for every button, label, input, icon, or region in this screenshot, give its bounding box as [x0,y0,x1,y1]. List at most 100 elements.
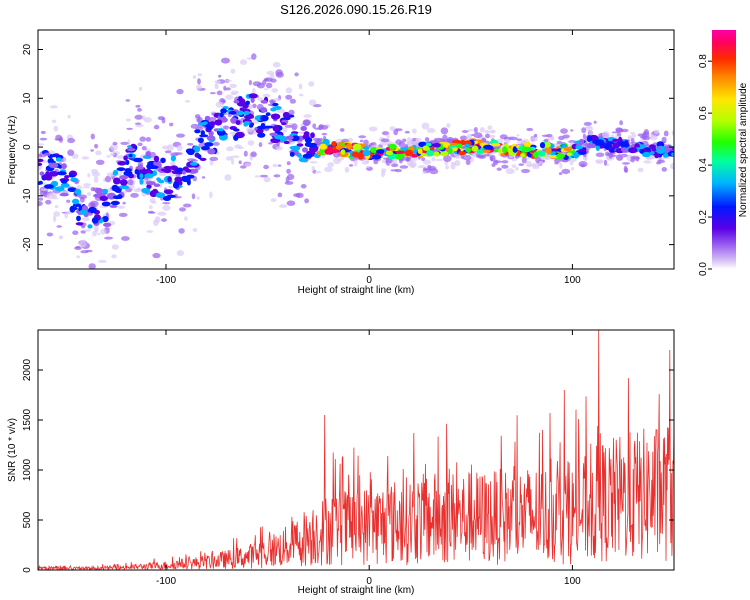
spectrogram-blob [67,137,76,144]
spectrogram-blob [421,122,430,130]
y-tick-label: 10 [22,92,33,104]
spectrogram-blob [173,181,180,189]
spectrogram-blob [179,207,186,212]
spectrogram-blob [76,185,82,190]
spectrogram-blob [319,143,327,150]
x-tick-label: 100 [564,576,581,587]
spectrogram-blob [90,149,94,152]
snr-panel: -100 0 100 0 500 1000 1500 2000 Height of stra… [7,329,675,596]
spectrogram-blob [605,151,610,157]
spectrogram-blob [281,122,287,126]
spectrogram-blob [86,192,92,196]
spectrogram-blob [152,252,161,259]
spectrogram-blob [411,153,419,158]
spectrogram-blob [511,164,517,168]
spectrogram-blob [230,68,236,74]
spectrogram-blob [88,263,96,269]
spectrogram-blob [244,162,252,167]
spectrogram-blob [309,161,318,164]
spectrogram-blob [376,149,385,154]
spectrogram-blob [119,185,130,190]
spectrogram-blob [255,128,264,134]
spectrogram-blob [149,205,153,210]
spectrogram-blob [580,163,586,168]
spectrogram-blob [240,165,247,169]
spectrogram-blob [298,83,303,90]
spectrogram-blob [275,146,284,151]
spectrogram-blob [243,110,250,116]
spectrogram-blob [153,124,160,130]
spectrogram-blob [581,127,587,134]
spectrogram-blob [67,114,71,119]
y-tick-label: 2000 [22,358,33,381]
spectrogram-blob [310,132,315,139]
spectrogram-blob [289,146,298,150]
spectrogram-blob [385,150,393,156]
spectrogram-blob [207,148,216,155]
spectrogram-blob [389,126,396,131]
spectrogram-blob [603,159,608,166]
spectrogram-blob [60,179,68,184]
spectrogram-blob [422,145,430,151]
spectrogram-blob [199,134,209,138]
spectrogram-blob [170,160,176,167]
spectrogram-blob [272,102,279,107]
spectrogram-blob [59,192,69,197]
spectrogram-blob [638,144,647,149]
spectrogram-blob [146,181,156,186]
spectrogram-blob [263,88,269,91]
spectrogram-blob [113,177,121,185]
spectrogram-blob [214,82,219,90]
spectrogram-blob [424,137,430,142]
spectrogram-blob [223,125,230,130]
spectrogram-blob [533,133,538,138]
spectrogram-blob [104,236,113,240]
spectrogram-blob [80,250,89,254]
spectrogram-blob [324,148,332,155]
spectrogram-blob [569,158,574,166]
spectrogram-blob [388,143,397,150]
spectrogram-blob [277,192,283,198]
spectrogram-y-ticks: -20 -10 0 10 20 [22,44,674,252]
spectrogram-blob [452,147,458,152]
snr-x-ticks: -100 0 100 [156,330,581,587]
spectrogram-blob [321,132,327,136]
spectrogram-blob [536,150,546,157]
spectrogram-blob [48,162,59,169]
spectrogram-blob [284,124,293,128]
spectrogram-blob [50,105,58,109]
spectrogram-blob [216,90,223,96]
spectrogram-blob [271,113,281,120]
spectrogram-blob [72,230,79,235]
spectrogram-blob [243,150,248,157]
spectrogram-blob [146,230,154,233]
y-tick-label: 0 [22,567,33,573]
spectrogram-blob [141,187,151,194]
spectrogram-blob [38,158,44,163]
spectrogram-blob [233,99,240,104]
spectrogram-blob [221,57,230,64]
spectrogram-blob [260,99,268,104]
spectrogram-blob [333,157,341,165]
spectrogram-blob [521,146,532,151]
spectrogram-blob [296,140,303,143]
spectrogram-blob [130,192,139,198]
spectrogram-blob [167,176,172,183]
spectrogram-blob [116,167,126,172]
spectrogram-blob [100,228,107,235]
spectrogram-blob [237,110,244,116]
spectrogram-blob [303,114,312,118]
spectrogram-blob [597,141,603,146]
spectrogram-blob [76,255,81,259]
spectrogram-blob [93,176,99,183]
spectrogram-blob [440,127,449,135]
spectrogram-blob [209,116,217,123]
spectrogram-blob [671,152,674,157]
spectrogram-blob [176,250,185,256]
spectrogram-blob [111,244,119,250]
spectrogram-blob [39,137,48,141]
spectrogram-blob [83,229,91,232]
spectrogram-blob [516,141,525,144]
spectrogram-blob [546,133,553,138]
spectrogram-blob [219,112,224,118]
